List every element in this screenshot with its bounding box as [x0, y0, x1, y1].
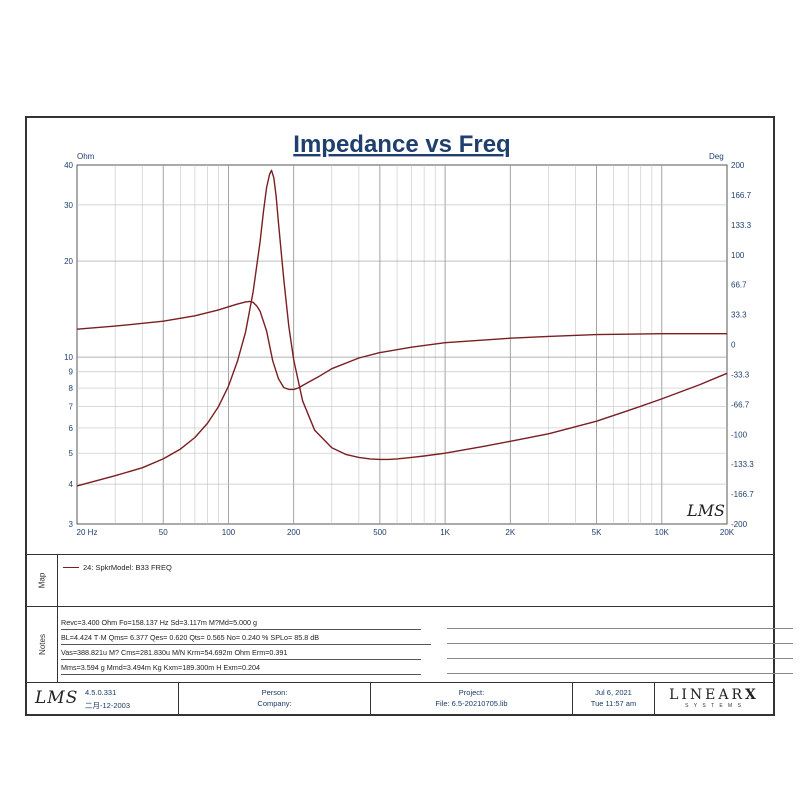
y-left-tick-label: 6 [69, 424, 74, 433]
notes-tab: Notes [27, 607, 58, 682]
y-left-unit: Ohm [77, 152, 95, 161]
y-right-tick-label: -133.3 [731, 460, 754, 469]
brand-logo: LINEARX [669, 687, 759, 703]
curves [76, 169, 728, 487]
legend-label: 24: SpkrModel: B33 FREQ [83, 563, 172, 572]
y-left-tick-label: 8 [69, 384, 74, 393]
footer-person-cell: Person: Company: [179, 683, 371, 714]
x-tick-label: 10K [655, 528, 670, 537]
legend-tab: Map [27, 555, 58, 606]
grid [76, 164, 728, 525]
y-right-tick-label: -166.7 [731, 490, 754, 499]
y-left-tick-label: 3 [69, 520, 74, 529]
impedance-curve [76, 169, 728, 487]
y-left-tick-label: 30 [64, 201, 73, 210]
brand-sub: S Y S T E M S [685, 703, 743, 709]
x-tick-label: 50 [159, 528, 168, 537]
note-rule [447, 643, 793, 644]
footer-brand-cell: LINEARX S Y S T E M S [655, 683, 773, 714]
y-right-tick-label: 166.7 [731, 191, 752, 200]
project-label: Project: [458, 688, 485, 697]
notes-section: Notes Revc=3.400 Ohm Fo=158.137 Hz Sd=3.… [27, 606, 793, 682]
y-right-unit: Deg [709, 152, 724, 161]
note-rule [447, 658, 793, 659]
note-line-1: Revc=3.400 Ohm Fo=158.137 Hz Sd=3.117m M… [61, 616, 421, 630]
y-right-tick-label: -200 [731, 520, 748, 529]
person-label: Person: [261, 688, 288, 697]
y-left-tick-label: 20 [64, 257, 73, 266]
y-left-tick-label: 4 [69, 480, 74, 489]
legend-entry: 24: SpkrModel: B33 FREQ [63, 563, 172, 572]
plot-area [76, 164, 728, 525]
note-line-3: Vas=388.821u M? Cms=281.830u M/N Krm=54.… [61, 646, 421, 660]
version-date: 二月-12-2003 [85, 701, 131, 710]
file-label: File: 6.5-20210705.lib [435, 699, 508, 708]
tick-labels: 20 Hz 50 100 200 500 1K 2K 5K 10K 20K403020109876… [64, 161, 754, 537]
legend-section: Map 24: SpkrModel: B33 FREQ [27, 554, 773, 606]
impedance-chart: Impedance vs Freq 20 Hz 50 100 200 500 1K 2K 5K… [64, 131, 754, 537]
y-right-tick-label: 133.3 [731, 221, 752, 230]
y-right-tick-label: -33.3 [731, 370, 750, 379]
x-tick-label: 5K [592, 528, 602, 537]
footer-section: LMS 4.5.0.331 二月-12-2003 Person: Company… [27, 682, 773, 714]
company-label: Company: [257, 699, 292, 708]
x-tick-label: 2K [505, 528, 515, 537]
footer-project-cell: Project: File: 6.5-20210705.lib [371, 683, 573, 714]
note-line-4: Mms=3.594 g Mmd=3.494m Kg Kxm=189.300m H… [61, 661, 421, 675]
y-right-tick-label: 66.7 [731, 281, 747, 290]
chart-watermark: LMS [686, 501, 725, 520]
x-tick-label: 20 Hz [77, 528, 98, 537]
x-tick-label: 500 [373, 528, 387, 537]
y-right-tick-label: 200 [731, 161, 745, 170]
y-left-tick-label: 10 [64, 353, 73, 362]
phase-curve [76, 300, 727, 391]
y-right-tick-label: 0 [731, 341, 736, 350]
y-right-tick-label: 33.3 [731, 311, 747, 320]
y-right-tick-label: 100 [731, 251, 745, 260]
chart-title: Impedance vs Freq [293, 131, 510, 158]
report-frame: Impedance vs Freq 20 Hz 50 100 200 500 1K 2K 5K… [25, 116, 793, 716]
note-rule [447, 628, 793, 629]
time: Tue 11:57 am [590, 699, 637, 708]
x-tick-label: 200 [287, 528, 301, 537]
note-line-2: BL=4.424 T·M Qms= 6.377 Qes= 0.620 Qts= … [61, 631, 431, 645]
x-tick-label: 20K [720, 528, 735, 537]
x-tick-label: 1K [440, 528, 450, 537]
y-left-tick-label: 9 [69, 368, 74, 377]
x-tick-label: 100 [222, 528, 236, 537]
version: 4.5.0.331 [85, 688, 117, 697]
note-rule [447, 673, 793, 674]
y-left-tick-label: 5 [69, 449, 74, 458]
date: Jul 6, 2021 [595, 688, 632, 697]
legend-swatch [63, 567, 79, 568]
footer-logo-cell: LMS 4.5.0.331 二月-12-2003 [27, 683, 179, 714]
y-left-tick-label: 7 [69, 403, 74, 412]
y-right-tick-label: -66.7 [731, 400, 750, 409]
y-right-tick-label: -100 [731, 430, 748, 439]
footer-date-cell: Jul 6, 2021 Tue 11:57 am [573, 683, 655, 714]
lms-logo: LMS [35, 688, 79, 708]
y-left-tick-label: 40 [64, 161, 73, 170]
